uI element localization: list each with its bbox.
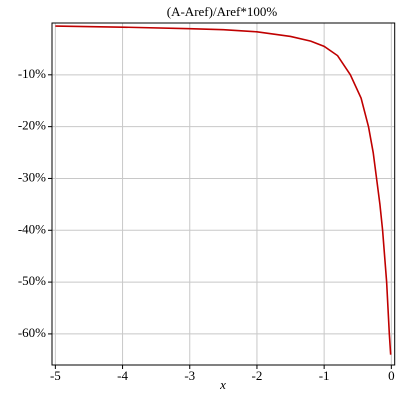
y-tick-label: -40% (18, 221, 46, 236)
y-tick-label: -10% (18, 66, 46, 81)
y-tick-label: -30% (18, 169, 46, 184)
x-tick-label: -4 (117, 368, 128, 383)
x-tick-label: -1 (319, 368, 330, 383)
x-axis-label: x (219, 377, 226, 392)
x-tick-label: -5 (50, 368, 61, 383)
x-tick-label: -3 (184, 368, 195, 383)
x-tick-label: -2 (252, 368, 263, 383)
y-tick-label: -50% (18, 273, 46, 288)
y-tick-label: -60% (18, 325, 46, 340)
data-line (55, 25, 392, 355)
plot-frame (51, 22, 396, 366)
y-tick-label: -20% (18, 118, 46, 133)
x-tick-label: 0 (388, 368, 395, 383)
chart-title: (A-Aref)/Aref*100% (167, 4, 278, 19)
